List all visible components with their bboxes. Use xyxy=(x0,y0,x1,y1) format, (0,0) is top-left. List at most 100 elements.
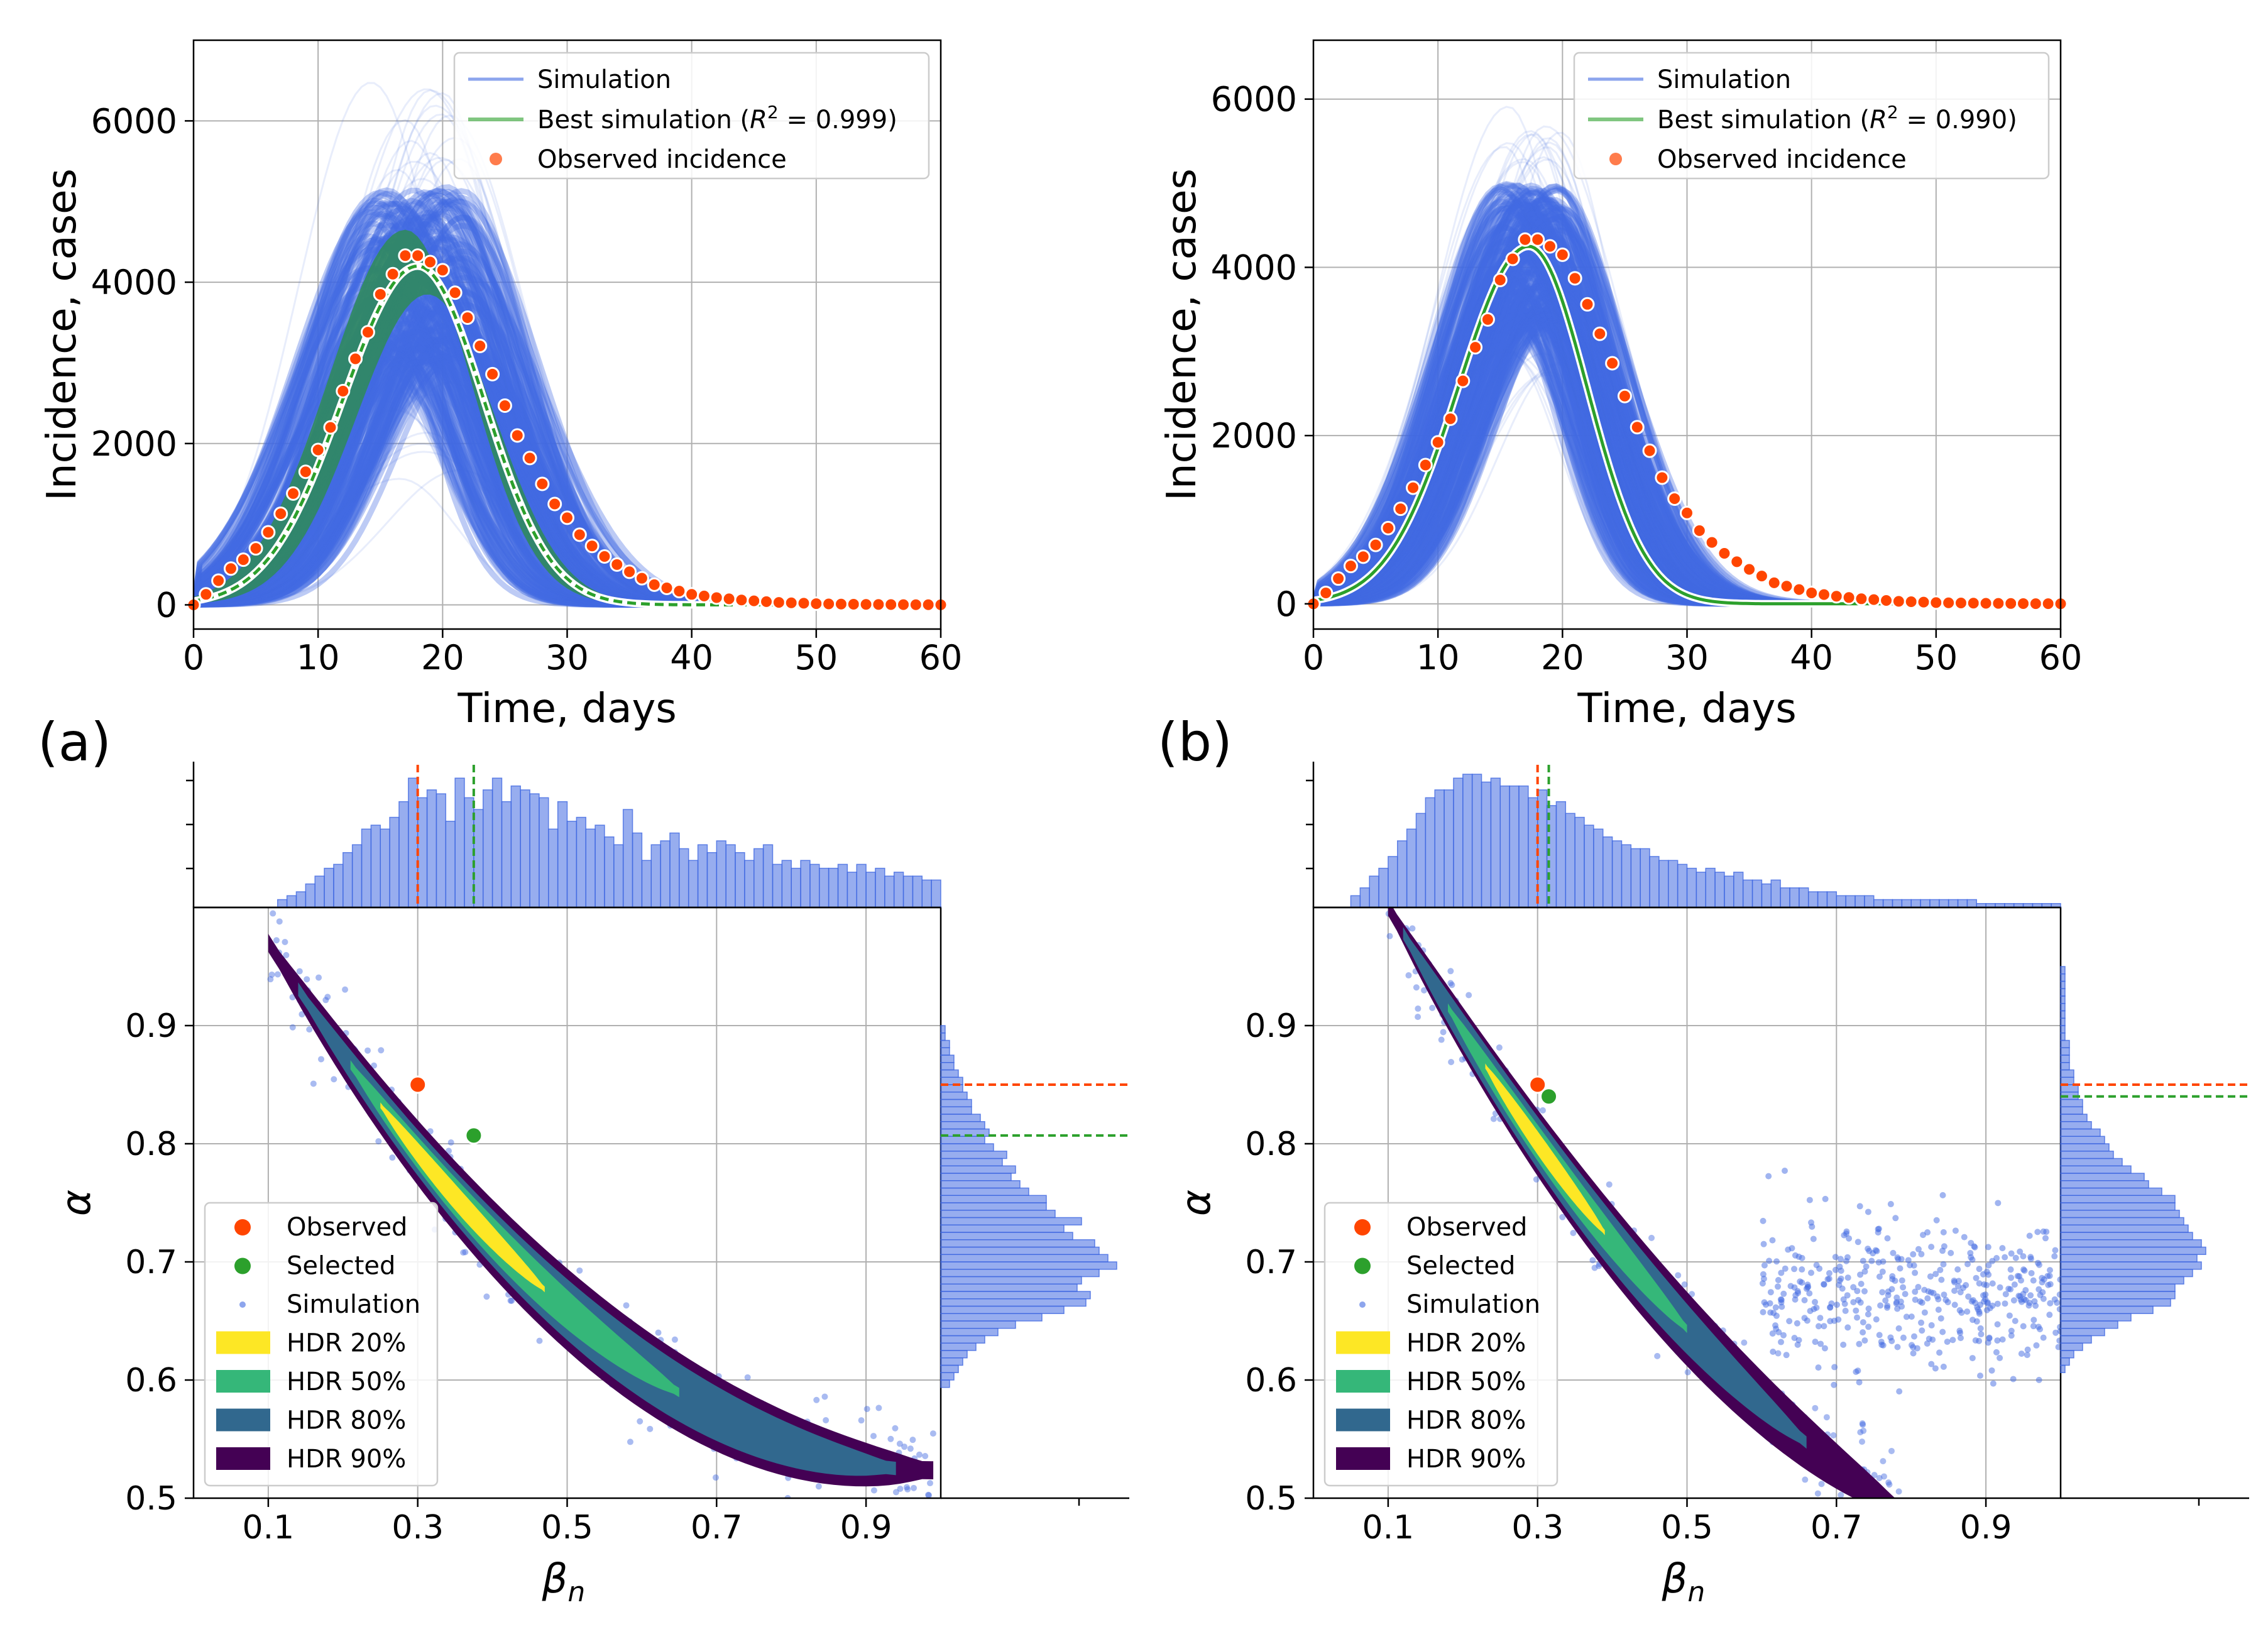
histogram-bar xyxy=(837,863,848,908)
x-tick-label: 10 xyxy=(1416,638,1460,677)
observed-point xyxy=(634,571,649,586)
simulation-point xyxy=(1778,1339,1785,1345)
simulation-point xyxy=(283,951,290,958)
simulation-point xyxy=(1447,980,1454,987)
simulation-point xyxy=(1808,1269,1815,1276)
histogram-bar xyxy=(417,797,428,908)
histogram-bar xyxy=(2060,966,2066,975)
simulation-point xyxy=(1927,1273,1934,1280)
y-tick-label: 0.6 xyxy=(1245,1362,1297,1400)
observed-point xyxy=(1617,388,1632,403)
simulation-point xyxy=(1900,1515,1906,1521)
simulation-point xyxy=(331,1076,337,1083)
observed-point xyxy=(408,1075,427,1094)
simulation-point xyxy=(1654,1352,1661,1359)
simulation-point xyxy=(1905,1257,1912,1264)
histogram-bar xyxy=(940,1047,950,1056)
histogram-bar xyxy=(1593,828,1604,908)
simulation-point xyxy=(2008,1274,2015,1281)
histogram-bar xyxy=(305,883,315,908)
simulation-point xyxy=(1893,1300,1900,1307)
histogram-bar xyxy=(940,1106,972,1115)
observed-point xyxy=(1567,271,1582,286)
x-axis-label: βn xyxy=(1662,1556,1706,1608)
simulation-point xyxy=(1884,1304,1891,1311)
histogram-bar xyxy=(501,801,512,908)
observed-point xyxy=(1530,232,1545,247)
histogram-bar xyxy=(1901,899,1912,908)
x-tick-label: 0.7 xyxy=(1811,1509,1863,1547)
simulation-point xyxy=(299,1011,305,1018)
simulation-point xyxy=(1490,1115,1497,1122)
simulation-point xyxy=(870,1487,877,1494)
histogram-bar xyxy=(1929,899,1940,908)
simulation-point xyxy=(655,1329,662,1336)
histogram-bar xyxy=(1462,774,1473,908)
y-tick-label: 2000 xyxy=(1211,416,1297,456)
simulation-point xyxy=(1817,1315,1824,1322)
simulation-point xyxy=(1888,1504,1895,1510)
observed-point xyxy=(1543,239,1558,254)
x-tick-label: 0.1 xyxy=(243,1509,295,1547)
histogram-bar xyxy=(809,863,820,908)
observed-point xyxy=(2003,596,2019,611)
histogram-bar xyxy=(557,801,568,908)
observed-point xyxy=(1804,585,1819,600)
legend-swatch xyxy=(1336,1331,1390,1354)
observed-point xyxy=(535,476,550,491)
simulation-point xyxy=(2046,1267,2053,1274)
observed-point xyxy=(273,506,288,521)
legend-swatch xyxy=(1354,1257,1371,1274)
simulation-point xyxy=(2040,1334,2047,1341)
histogram-bar xyxy=(510,785,521,908)
observed-point xyxy=(1854,591,1869,606)
simulation-point xyxy=(1971,1244,1978,1251)
simulation-point xyxy=(1893,1294,1900,1301)
histogram-bar xyxy=(875,867,885,908)
simulation-point xyxy=(1440,1029,1447,1036)
x-axis-label: Time, days xyxy=(1577,686,1796,732)
simulation-point xyxy=(1989,1280,1996,1287)
simulation-point xyxy=(671,1336,678,1343)
x-tick-label: 60 xyxy=(2039,638,2083,677)
simulation-point xyxy=(2034,1229,2041,1235)
simulation-point xyxy=(1831,1381,1838,1388)
histogram-bar xyxy=(445,821,456,908)
simulation-point xyxy=(1860,1427,1867,1434)
histogram-bar xyxy=(1751,879,1763,908)
observed-point xyxy=(1991,596,2006,611)
observed-point xyxy=(385,266,400,282)
observed-point xyxy=(1468,340,1483,355)
simulation-point xyxy=(2007,1266,2014,1273)
simulation-point xyxy=(2052,1247,2059,1254)
observed-point xyxy=(1704,535,1719,550)
observed-point xyxy=(784,595,799,610)
histogram-bar xyxy=(482,789,493,908)
simulation-point xyxy=(2008,1327,2015,1334)
observed-point xyxy=(796,596,811,611)
histogram-bar xyxy=(380,828,390,908)
simulation-point xyxy=(1915,1246,1922,1252)
histogram-bar xyxy=(1882,899,1893,908)
simulation-point xyxy=(2010,1376,2017,1383)
histogram-bar xyxy=(940,1335,985,1344)
histogram-bar xyxy=(1630,848,1641,908)
histogram-bar xyxy=(1807,891,1819,908)
observed-point xyxy=(2016,596,2031,611)
hdr-region xyxy=(1403,927,1807,1449)
simulation-point xyxy=(1990,1380,1997,1387)
simulation-point xyxy=(1948,1249,1954,1256)
histogram-bar xyxy=(688,860,699,908)
simulation-point xyxy=(1908,1313,1915,1320)
simulation-point xyxy=(1926,1335,1932,1342)
hdr-region xyxy=(1448,1003,1687,1334)
simulation-point xyxy=(2055,1344,2061,1350)
observed-point xyxy=(1580,297,1595,312)
hdr-panel-b: 0.1 0.3 0.5 0.7 0.9 0.5 0.6 0.7 0.8 0.9 βn α Observe… xyxy=(1173,906,2062,1608)
simulation-point xyxy=(1969,1256,1976,1263)
simulation-point xyxy=(1918,1319,1925,1326)
histogram-bar xyxy=(940,1025,946,1034)
histogram-bar xyxy=(1350,895,1361,908)
simulation-point xyxy=(1871,1472,1878,1479)
simulation-point xyxy=(324,994,331,1000)
